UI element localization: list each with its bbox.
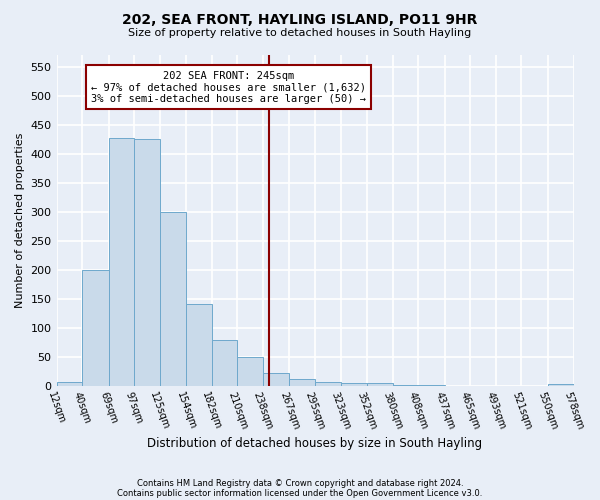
Bar (82, 270, 109, 386)
Text: Size of property relative to detached houses in South Hayling: Size of property relative to detached ho… (128, 28, 472, 38)
Bar (56, 382, 82, 386)
Bar (186, 304, 212, 386)
Text: Contains HM Land Registry data © Crown copyright and database right 2024.: Contains HM Land Registry data © Crown c… (137, 478, 463, 488)
Bar (263, 374, 289, 386)
Text: Contains public sector information licensed under the Open Government Licence v3: Contains public sector information licen… (118, 488, 482, 498)
Bar (548, 384, 574, 386)
Bar (367, 384, 393, 386)
Text: 202 SEA FRONT: 245sqm
← 97% of detached houses are smaller (1,632)
3% of semi-de: 202 SEA FRONT: 245sqm ← 97% of detached … (91, 70, 366, 104)
Bar (238, 357, 263, 386)
Y-axis label: Number of detached properties: Number of detached properties (15, 133, 25, 308)
Bar (315, 382, 341, 386)
Bar (134, 139, 160, 386)
Bar (341, 382, 367, 386)
Bar (160, 212, 186, 386)
Bar (393, 385, 418, 386)
X-axis label: Distribution of detached houses by size in South Hayling: Distribution of detached houses by size … (148, 437, 482, 450)
Text: 202, SEA FRONT, HAYLING ISLAND, PO11 9HR: 202, SEA FRONT, HAYLING ISLAND, PO11 9HR (122, 12, 478, 26)
Bar (418, 385, 445, 386)
Bar (109, 138, 134, 386)
Bar (289, 379, 315, 386)
Bar (212, 340, 238, 386)
